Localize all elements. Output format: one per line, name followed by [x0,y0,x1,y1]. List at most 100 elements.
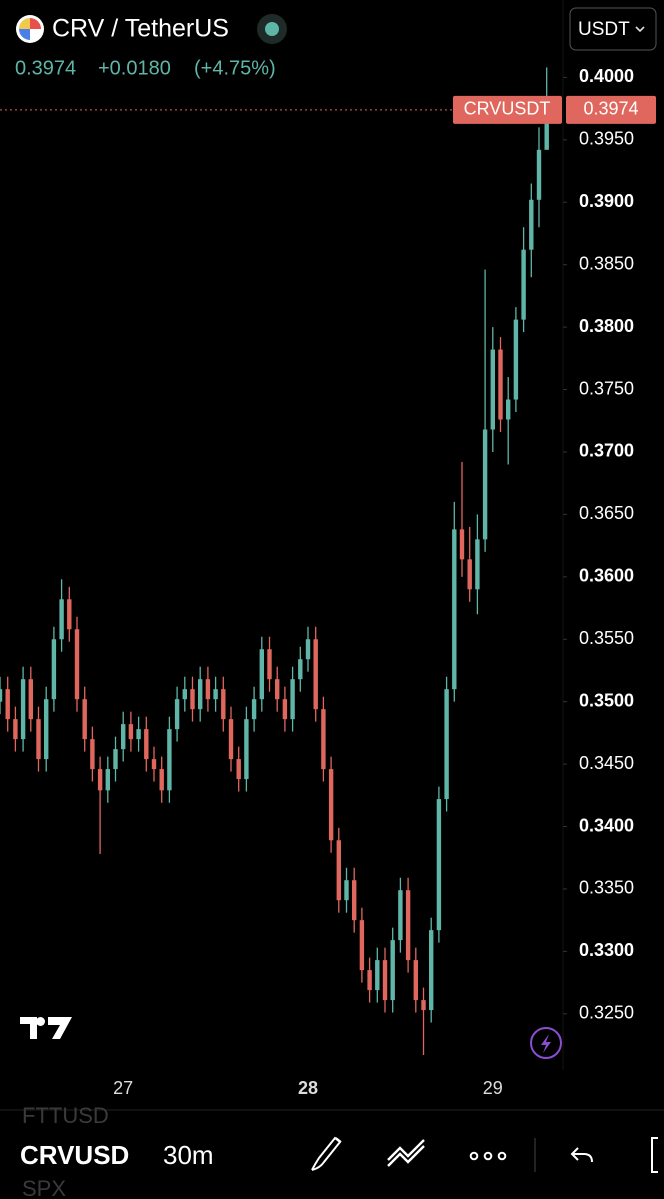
candle-body [182,689,187,700]
candle-body [205,679,211,700]
y-tick-label: 0.3650 [579,503,634,523]
y-tick-label: 0.4000 [579,66,634,86]
more-dot[interactable] [497,1151,507,1161]
candle-body [97,769,103,791]
y-tick-label: 0.3750 [579,378,634,398]
price-name: CRVUSDT [464,99,551,119]
candle-body [429,930,434,1011]
candle-body [513,319,519,400]
price-value: 0.3974 [583,99,638,119]
candle-body [167,729,172,791]
candle-body [144,729,149,760]
candle-body [36,719,41,760]
ghost-symbol: FTTUSD [22,1103,109,1128]
candle-body [375,960,380,991]
price-name-badge [453,95,562,124]
candle-body [151,759,157,770]
candle-body [444,689,449,800]
candle-body [506,399,511,420]
candle-body [305,639,311,660]
draw-tool-icon[interactable] [311,1136,342,1171]
candle-body [521,249,526,320]
symbol-title: CRV / TetherUS [52,15,229,43]
candle-body [190,689,195,710]
more-dot[interactable] [483,1151,493,1161]
candle-body [113,749,118,770]
y-tick-label: 0.3600 [579,566,634,586]
y-tick-label: 0.3850 [579,253,634,273]
price-value-badge [566,95,656,124]
candle-body [290,679,295,720]
y-tick-label: 0.3400 [579,815,634,835]
candle-body [421,1000,426,1011]
candle-body [259,649,264,700]
candle-body [367,970,372,991]
candle-body [51,639,57,700]
candle-body [467,559,472,590]
candle-body [82,699,87,740]
candle-body [67,599,72,630]
candle-body [275,679,280,700]
candle-body [174,699,180,730]
candle-body [28,679,33,720]
candle-body [236,759,241,780]
y-tick-label: 0.3700 [579,441,634,461]
currency-button[interactable] [569,7,657,51]
candle-body [5,689,10,720]
indicator-icon[interactable] [387,1139,425,1167]
y-tick-label: 0.3350 [579,878,634,898]
candle-body [398,890,403,941]
fullscreen-icon[interactable] [651,1137,658,1173]
candle-body [74,629,80,700]
tv-logo [20,1017,72,1039]
candle-body [336,840,341,901]
plot: 0.3250 0.3300 0.3350 0.3400 0.3450 0.3500 0.35… [0,0,656,1098]
x-tick-label: 27 [113,1078,133,1098]
candle-body [475,539,480,590]
toolbar-symbol[interactable]: CRVUSD [20,1140,129,1170]
coin-logo-part [30,18,41,29]
candle-body [159,769,164,791]
bolt-button[interactable] [530,1027,562,1059]
x-tick-label: 29 [483,1078,503,1098]
y-tick-label: 0.3800 [579,316,634,336]
candle-body [490,349,495,430]
y-tick-label: 0.3550 [579,628,634,648]
candle-body [136,729,141,740]
candle-body [482,429,488,540]
candle-body [251,699,257,720]
tv-logo-dot [36,1017,45,1026]
candle-body [328,769,334,841]
y-tick-label: 0.3450 [579,753,634,773]
candle-body [59,599,64,640]
toolbar-interval[interactable]: 30m [163,1140,214,1170]
candle-body [298,659,303,680]
candle-body [352,880,357,921]
candle-body [44,699,49,760]
currency-label: USDT [578,19,630,40]
y-tick-label: 0.3300 [579,940,634,960]
candle-body [0,689,3,702]
candle-body [313,639,318,710]
candle-body [221,689,226,720]
candle-body [536,149,542,200]
candle-body [20,679,26,740]
bolt-icon [541,1034,551,1053]
status-dot [265,22,279,36]
more-dot[interactable] [469,1151,479,1161]
candle-body [529,199,534,250]
candle-body [128,724,134,740]
candle-body [344,880,349,901]
undo-icon[interactable] [570,1147,593,1163]
y-tick-label: 0.3250 [579,1003,634,1023]
candle-body [105,769,110,791]
candle-body [498,349,503,420]
candle-body [382,960,388,1001]
y-tick-label: 0.3950 [579,129,634,149]
candle-body [452,529,457,690]
last-price: 0.3974 [15,57,76,79]
candle-body [121,724,126,750]
